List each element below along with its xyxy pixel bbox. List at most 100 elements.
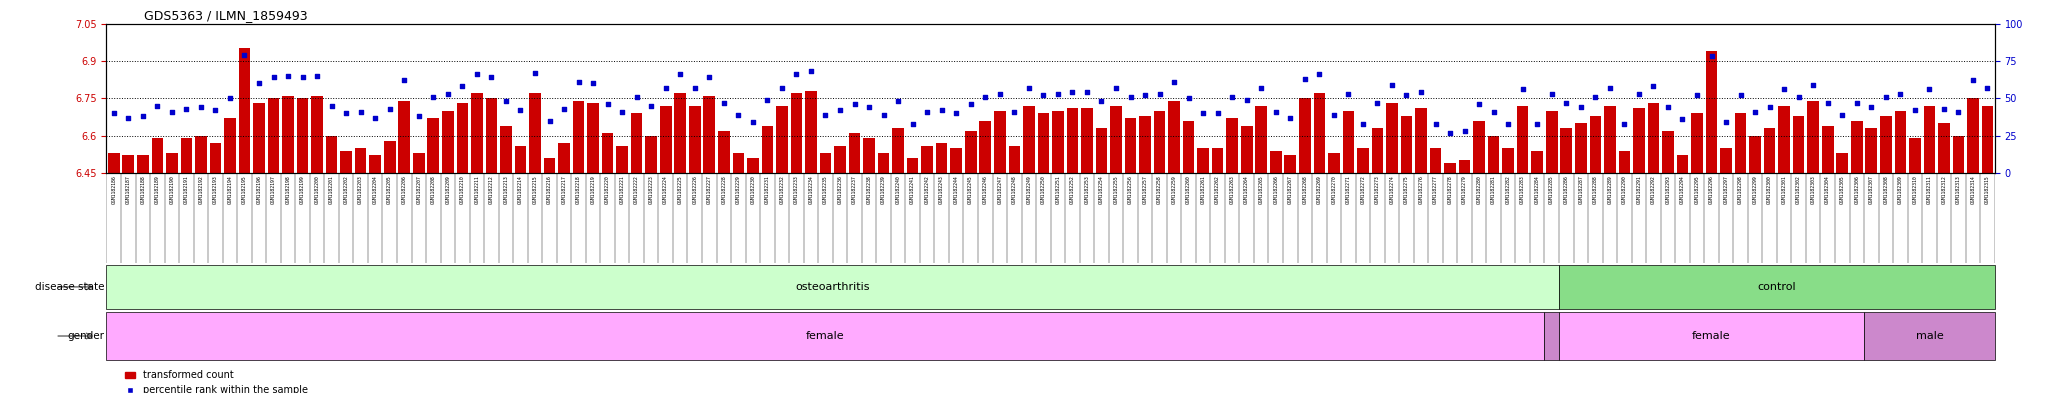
Text: GSM1182278: GSM1182278 bbox=[1448, 176, 1452, 204]
Point bbox=[1231, 97, 1264, 103]
Bar bbox=[1894, 111, 1907, 173]
Point bbox=[1753, 104, 1786, 110]
Point bbox=[664, 71, 696, 77]
Point bbox=[1085, 98, 1118, 105]
Bar bbox=[559, 143, 569, 173]
Text: GSM1182251: GSM1182251 bbox=[1055, 176, 1061, 204]
Bar bbox=[240, 48, 250, 173]
Point bbox=[649, 84, 682, 91]
Point bbox=[1331, 91, 1364, 97]
Bar bbox=[1792, 116, 1804, 173]
Point bbox=[1477, 108, 1509, 115]
Point bbox=[1157, 79, 1190, 85]
Text: GSM1182300: GSM1182300 bbox=[1767, 176, 1772, 204]
Bar bbox=[1227, 118, 1237, 173]
Text: GSM1182285: GSM1182285 bbox=[1548, 176, 1554, 204]
Point bbox=[489, 98, 522, 105]
Bar bbox=[1372, 128, 1382, 173]
Point bbox=[1376, 82, 1409, 88]
Text: GSM1182298: GSM1182298 bbox=[1739, 176, 1743, 204]
Text: GSM1182189: GSM1182189 bbox=[156, 176, 160, 204]
Bar bbox=[805, 91, 817, 173]
Point bbox=[518, 70, 551, 76]
Point bbox=[301, 73, 334, 79]
Bar bbox=[602, 133, 614, 173]
Text: GSM1182187: GSM1182187 bbox=[125, 176, 131, 204]
Bar bbox=[748, 158, 758, 173]
Text: GSM1182249: GSM1182249 bbox=[1026, 176, 1032, 204]
Bar bbox=[1415, 108, 1427, 173]
Point bbox=[1841, 99, 1874, 106]
Point bbox=[461, 71, 494, 77]
Point bbox=[1870, 94, 1903, 100]
Bar bbox=[1544, 312, 1559, 360]
Bar bbox=[166, 153, 178, 173]
Point bbox=[1884, 91, 1917, 97]
Point bbox=[1522, 121, 1554, 127]
Bar bbox=[1647, 103, 1659, 173]
Point bbox=[1057, 89, 1090, 95]
Text: GSM1182211: GSM1182211 bbox=[475, 176, 479, 204]
Text: GSM1182250: GSM1182250 bbox=[1040, 176, 1047, 204]
Text: GSM1182303: GSM1182303 bbox=[1810, 176, 1817, 204]
Bar bbox=[733, 153, 743, 173]
Bar bbox=[1487, 136, 1499, 173]
Text: GSM1182200: GSM1182200 bbox=[315, 176, 319, 204]
Point bbox=[127, 113, 160, 119]
Text: GSM1182272: GSM1182272 bbox=[1360, 176, 1366, 204]
Point bbox=[692, 74, 725, 81]
Point bbox=[504, 107, 537, 113]
Point bbox=[1405, 89, 1438, 95]
Bar bbox=[297, 98, 309, 173]
Point bbox=[997, 108, 1030, 115]
Text: GSM1182273: GSM1182273 bbox=[1374, 176, 1380, 204]
Text: GSM1182258: GSM1182258 bbox=[1157, 176, 1161, 204]
Point bbox=[1362, 99, 1395, 106]
Bar bbox=[631, 113, 643, 173]
Point bbox=[141, 103, 174, 109]
Text: GSM1182237: GSM1182237 bbox=[852, 176, 856, 204]
Bar bbox=[223, 118, 236, 173]
Text: GSM1182240: GSM1182240 bbox=[895, 176, 901, 204]
Point bbox=[1100, 84, 1133, 91]
Point bbox=[1550, 99, 1583, 106]
Text: GSM1182259: GSM1182259 bbox=[1171, 176, 1178, 204]
Text: GSM1182229: GSM1182229 bbox=[735, 176, 741, 204]
Text: GSM1182195: GSM1182195 bbox=[242, 176, 248, 204]
Bar bbox=[1618, 151, 1630, 173]
Bar bbox=[1038, 113, 1049, 173]
Text: GSM1182192: GSM1182192 bbox=[199, 176, 203, 204]
Bar bbox=[1937, 123, 1950, 173]
Text: GSM1182313: GSM1182313 bbox=[1956, 176, 1960, 204]
Text: GSM1182264: GSM1182264 bbox=[1245, 176, 1249, 204]
Text: disease state: disease state bbox=[35, 282, 104, 292]
Point bbox=[969, 94, 1001, 100]
Point bbox=[1419, 121, 1452, 127]
Bar bbox=[907, 158, 918, 173]
Text: GSM1182262: GSM1182262 bbox=[1214, 176, 1221, 204]
Point bbox=[852, 104, 885, 110]
Bar bbox=[399, 101, 410, 173]
Point bbox=[170, 106, 203, 112]
Point bbox=[1071, 89, 1104, 95]
Point bbox=[1274, 114, 1307, 121]
Point bbox=[1114, 94, 1147, 100]
Point bbox=[838, 101, 870, 107]
Point bbox=[1667, 116, 1700, 122]
Point bbox=[606, 108, 639, 115]
Point bbox=[1186, 110, 1219, 116]
Point bbox=[1622, 91, 1655, 97]
Text: GSM1182215: GSM1182215 bbox=[532, 176, 537, 204]
Text: GSM1182242: GSM1182242 bbox=[924, 176, 930, 204]
Bar bbox=[1313, 93, 1325, 173]
Text: GSM1182261: GSM1182261 bbox=[1200, 176, 1206, 204]
Text: gender: gender bbox=[68, 331, 104, 341]
Text: GSM1182232: GSM1182232 bbox=[780, 176, 784, 204]
Point bbox=[1303, 71, 1335, 77]
Text: GSM1182271: GSM1182271 bbox=[1346, 176, 1352, 204]
Text: GSM1182294: GSM1182294 bbox=[1679, 176, 1686, 204]
Bar bbox=[414, 153, 424, 173]
Bar bbox=[514, 145, 526, 173]
Text: GSM1182186: GSM1182186 bbox=[111, 176, 117, 204]
Point bbox=[242, 80, 274, 86]
